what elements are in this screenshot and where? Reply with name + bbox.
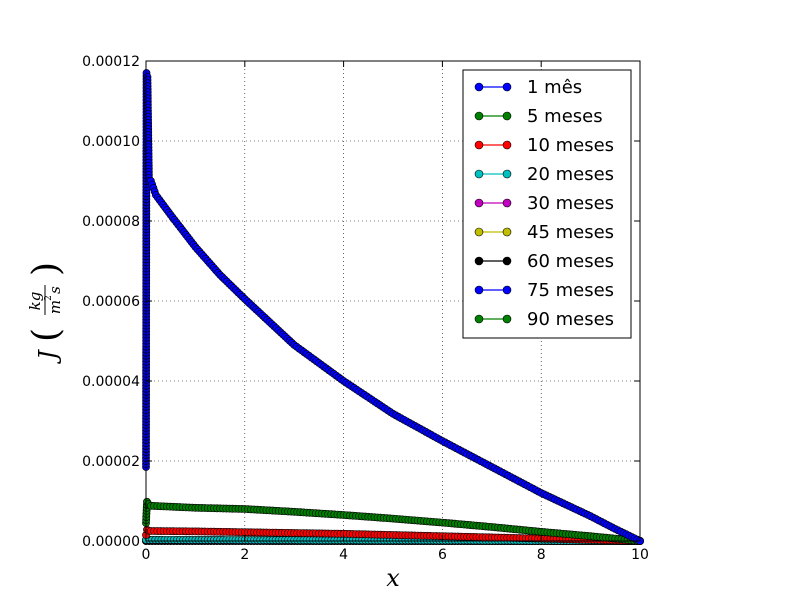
legend-marker — [474, 111, 484, 121]
y-axis-label: J(kg m2s) — [26, 262, 67, 365]
y-tick-label: 0.00012 — [82, 54, 140, 70]
legend-box — [462, 69, 632, 339]
legend-marker — [474, 314, 484, 324]
legend-entry: 5 meses — [474, 106, 603, 127]
legend-label: 75 meses — [527, 280, 614, 301]
y-label-paren-close: ) — [26, 262, 67, 276]
y-tick-label: 0.00002 — [82, 454, 140, 470]
legend-marker — [474, 227, 484, 237]
legend-entry: 90 meses — [474, 309, 614, 330]
legend-entry: 60 meses — [474, 251, 614, 272]
legend-entry: 10 meses — [474, 135, 614, 156]
x-tick-label: 2 — [240, 547, 249, 563]
y-tick-label: 0.00008 — [82, 214, 140, 230]
legend-label: 90 meses — [527, 309, 614, 330]
y-label-denominator: m — [46, 300, 64, 314]
legend-marker — [502, 285, 512, 295]
series-3 — [142, 525, 644, 545]
legend-marker — [474, 82, 484, 92]
legend-marker — [474, 285, 484, 295]
legend-label: 30 meses — [527, 193, 614, 214]
legend-label: 20 meses — [527, 164, 614, 185]
x-tick-label: 10 — [631, 547, 649, 563]
x-tick-label: 0 — [142, 547, 151, 563]
legend-marker — [502, 140, 512, 150]
y-label-numerator: kg — [26, 292, 44, 311]
legend-marker — [502, 227, 512, 237]
y-tick-label: 0.00006 — [82, 294, 140, 310]
y-tick-label: 0.00010 — [82, 134, 140, 150]
legend-marker — [474, 256, 484, 266]
legend-marker — [474, 198, 484, 208]
y-tick-label: 0.00000 — [82, 534, 140, 550]
legend-marker — [502, 256, 512, 266]
legend-marker — [474, 140, 484, 150]
legend-label: 10 meses — [527, 135, 614, 156]
ticks: 0 2 4 6 8 10 0.00000 0.00002 0.00004 0.00006 0.000… — [82, 54, 649, 563]
legend-entry: 75 meses — [474, 280, 614, 301]
series-group — [142, 69, 644, 545]
y-tick-label: 0.00004 — [82, 374, 140, 390]
x-tick-label: 4 — [339, 547, 348, 563]
legend-entry: 20 meses — [474, 164, 614, 185]
x-tick-label: 8 — [537, 547, 546, 563]
legend-marker — [502, 198, 512, 208]
legend-label: 60 meses — [527, 251, 614, 272]
legend-label: 45 meses — [527, 222, 614, 243]
legend-entry: 45 meses — [474, 222, 614, 243]
legend-entry: 30 meses — [474, 193, 614, 214]
y-label-denominator-s: s — [46, 286, 64, 294]
legend-marker — [502, 169, 512, 179]
legend-marker — [502, 82, 512, 92]
legend-marker — [502, 111, 512, 121]
legend-marker — [474, 169, 484, 179]
legend: 1 mês 5 meses 10 meses 20 meses 30 meses 45 m… — [462, 69, 632, 339]
x-tick-label: 6 — [438, 547, 447, 563]
legend-entry: 1 mês — [474, 77, 582, 98]
x-axis-label: x — [386, 564, 400, 592]
y-label-paren-open: ( — [26, 328, 67, 342]
legend-label: 5 meses — [527, 106, 603, 127]
legend-label: 1 mês — [527, 77, 582, 98]
legend-marker — [502, 314, 512, 324]
y-label-exponent: 2 — [44, 295, 54, 301]
